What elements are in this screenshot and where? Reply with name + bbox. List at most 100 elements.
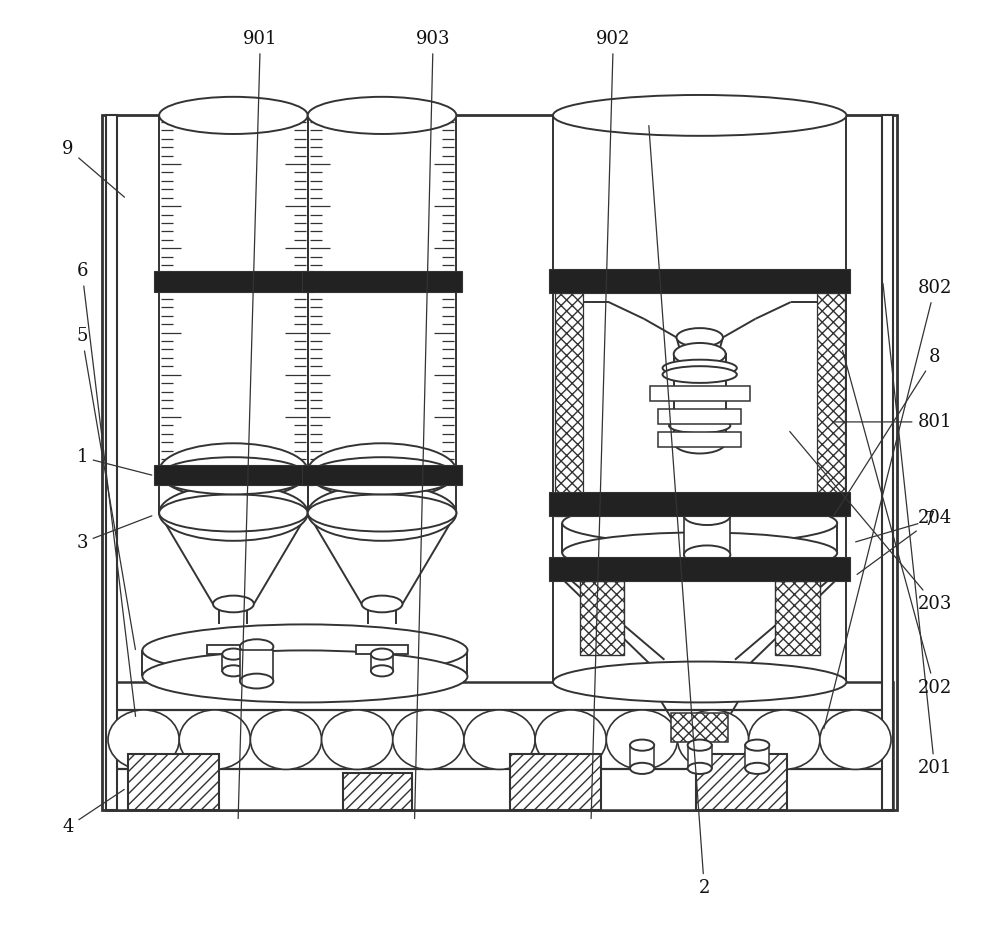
- Bar: [106, 116, 117, 810]
- Ellipse shape: [464, 710, 535, 770]
- Bar: [817, 293, 845, 516]
- Text: 202: 202: [843, 350, 952, 697]
- Ellipse shape: [108, 710, 179, 770]
- Text: 3: 3: [76, 516, 152, 551]
- Ellipse shape: [308, 494, 456, 532]
- Bar: [674, 355, 726, 442]
- Ellipse shape: [630, 763, 654, 774]
- Bar: [696, 755, 787, 810]
- Bar: [630, 745, 654, 769]
- Bar: [549, 492, 850, 516]
- Ellipse shape: [308, 97, 456, 134]
- Bar: [555, 293, 583, 516]
- Text: 1: 1: [76, 448, 152, 475]
- Bar: [658, 432, 741, 447]
- Bar: [302, 272, 462, 292]
- Text: 204: 204: [857, 508, 952, 575]
- Ellipse shape: [159, 443, 308, 499]
- Ellipse shape: [674, 431, 726, 453]
- Bar: [580, 580, 624, 655]
- Ellipse shape: [562, 533, 837, 573]
- Bar: [356, 645, 408, 654]
- Bar: [207, 645, 259, 654]
- Bar: [154, 465, 313, 485]
- Text: 802: 802: [824, 279, 952, 729]
- Ellipse shape: [371, 665, 393, 676]
- Bar: [510, 755, 601, 810]
- Bar: [128, 755, 219, 810]
- Ellipse shape: [362, 595, 402, 612]
- Bar: [745, 745, 769, 769]
- Ellipse shape: [562, 503, 837, 544]
- Bar: [684, 516, 730, 555]
- Ellipse shape: [250, 710, 322, 770]
- Bar: [775, 580, 820, 655]
- Ellipse shape: [688, 740, 712, 751]
- Ellipse shape: [222, 648, 245, 660]
- Ellipse shape: [213, 595, 254, 612]
- Ellipse shape: [142, 624, 467, 676]
- Ellipse shape: [308, 443, 456, 499]
- Bar: [671, 713, 728, 743]
- Ellipse shape: [322, 710, 393, 770]
- Text: 9: 9: [62, 140, 125, 197]
- Ellipse shape: [159, 485, 308, 541]
- Ellipse shape: [745, 740, 769, 751]
- Bar: [343, 773, 412, 810]
- Bar: [650, 385, 750, 400]
- Ellipse shape: [240, 639, 273, 654]
- Bar: [688, 745, 712, 769]
- Ellipse shape: [677, 710, 749, 770]
- Bar: [882, 116, 893, 810]
- Text: 4: 4: [62, 789, 124, 836]
- Bar: [302, 465, 462, 485]
- Bar: [240, 650, 273, 681]
- Ellipse shape: [684, 546, 730, 564]
- Text: 902: 902: [591, 30, 631, 818]
- Ellipse shape: [688, 763, 712, 774]
- Bar: [371, 654, 393, 671]
- Ellipse shape: [676, 328, 723, 347]
- Ellipse shape: [222, 665, 245, 676]
- Text: 5: 5: [76, 327, 135, 649]
- Ellipse shape: [179, 710, 250, 770]
- Ellipse shape: [371, 648, 393, 660]
- Text: 203: 203: [790, 431, 952, 613]
- Bar: [102, 116, 897, 810]
- Ellipse shape: [142, 650, 467, 703]
- Ellipse shape: [663, 360, 737, 376]
- Text: 2: 2: [649, 126, 710, 898]
- Ellipse shape: [674, 343, 726, 365]
- Ellipse shape: [240, 674, 273, 689]
- Bar: [106, 682, 893, 810]
- Ellipse shape: [553, 95, 846, 136]
- Ellipse shape: [159, 494, 308, 532]
- Text: 901: 901: [238, 30, 278, 818]
- Ellipse shape: [663, 366, 737, 383]
- Ellipse shape: [669, 418, 730, 433]
- Bar: [549, 269, 850, 293]
- Ellipse shape: [630, 740, 654, 751]
- Ellipse shape: [159, 97, 308, 134]
- Ellipse shape: [745, 763, 769, 774]
- Text: 903: 903: [415, 30, 450, 818]
- Ellipse shape: [535, 710, 606, 770]
- Text: 201: 201: [883, 284, 952, 777]
- Ellipse shape: [553, 661, 846, 703]
- Ellipse shape: [308, 457, 456, 494]
- Ellipse shape: [684, 507, 730, 525]
- Text: 7: 7: [856, 511, 935, 542]
- Bar: [222, 654, 245, 671]
- Ellipse shape: [308, 485, 456, 541]
- Ellipse shape: [606, 710, 677, 770]
- Bar: [154, 272, 313, 292]
- Text: 801: 801: [833, 413, 952, 431]
- Ellipse shape: [820, 710, 891, 770]
- Text: 6: 6: [76, 262, 136, 717]
- Bar: [658, 409, 741, 424]
- Ellipse shape: [159, 457, 308, 494]
- Ellipse shape: [749, 710, 820, 770]
- Text: 8: 8: [834, 348, 940, 515]
- Bar: [549, 557, 850, 580]
- Ellipse shape: [393, 710, 464, 770]
